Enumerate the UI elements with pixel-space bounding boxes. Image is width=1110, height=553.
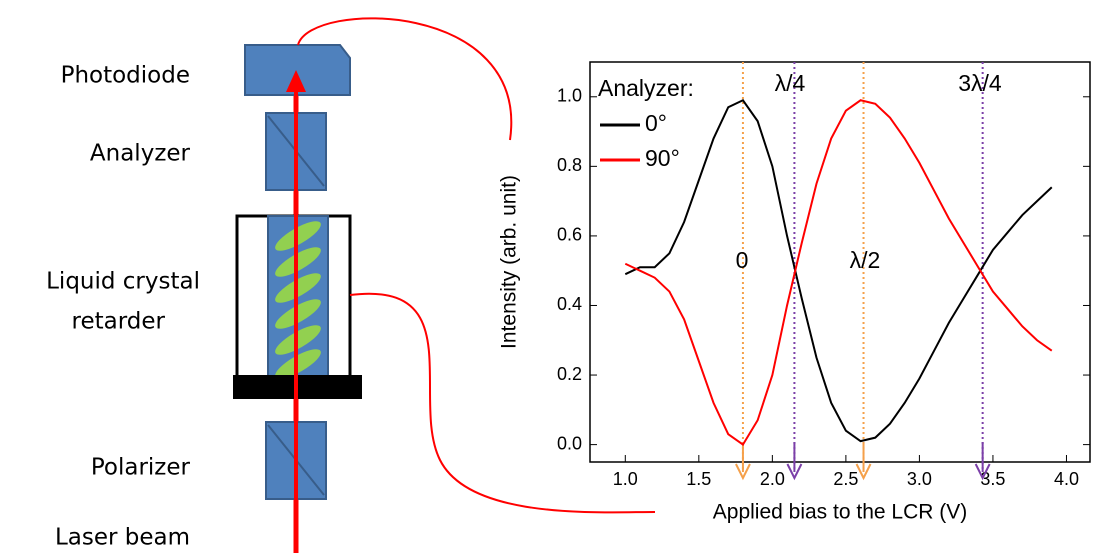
- x-tick-label: 4.0: [1054, 469, 1079, 489]
- x-axis-label: Applied bias to the LCR (V): [713, 501, 967, 524]
- series-line: [624, 99, 1053, 447]
- component-label: Polarizer: [91, 455, 191, 481]
- x-tick-label: 3.5: [980, 469, 1005, 489]
- x-tick-label: 1.0: [613, 469, 638, 489]
- y-tick-label: 0.4: [557, 294, 582, 314]
- x-tick-label: 1.5: [686, 469, 711, 489]
- y-tick-label: 0.8: [557, 155, 582, 175]
- annotation: λ/4: [775, 70, 806, 96]
- annotation: λ/2: [850, 247, 881, 273]
- marker-arrow-head: [855, 463, 872, 481]
- annotation: 0: [736, 247, 749, 273]
- plot-frame: [589, 61, 1091, 463]
- beam-arrow: [286, 70, 306, 92]
- legend-label: 0°: [645, 110, 667, 136]
- component-label: Laser beam: [55, 525, 190, 551]
- y-tick-label: 1.0: [557, 86, 582, 106]
- photodiode: [244, 44, 351, 96]
- y-tick-label: 0.6: [557, 225, 582, 245]
- cable: [349, 292, 656, 514]
- x-tick-label: 2.5: [833, 469, 858, 489]
- y-axis-label: Intensity (arb. unit): [498, 175, 521, 349]
- legend-title: Analyzer:: [598, 75, 694, 101]
- component-label: retarder: [72, 309, 166, 335]
- y-tick-label: 0.0: [557, 433, 582, 453]
- marker-arrow-head: [735, 463, 751, 481]
- annotation: 3λ/4: [958, 70, 1002, 96]
- series-line: [624, 98, 1053, 443]
- component-label: Liquid crystal: [46, 269, 200, 295]
- legend-label: 90°: [645, 145, 680, 171]
- x-tick-label: 2.0: [760, 469, 785, 489]
- x-tick-label: 3.0: [907, 469, 932, 489]
- marker-arrow-head: [786, 463, 803, 481]
- y-tick-label: 0.2: [557, 364, 582, 384]
- marker-arrow-head: [974, 463, 991, 481]
- component-label: Photodiode: [61, 63, 190, 89]
- component-label: Analyzer: [90, 141, 191, 167]
- cable: [297, 17, 513, 141]
- setup-diagram: Photodiode Analyzer Liquid crystal retar…: [46, 17, 656, 553]
